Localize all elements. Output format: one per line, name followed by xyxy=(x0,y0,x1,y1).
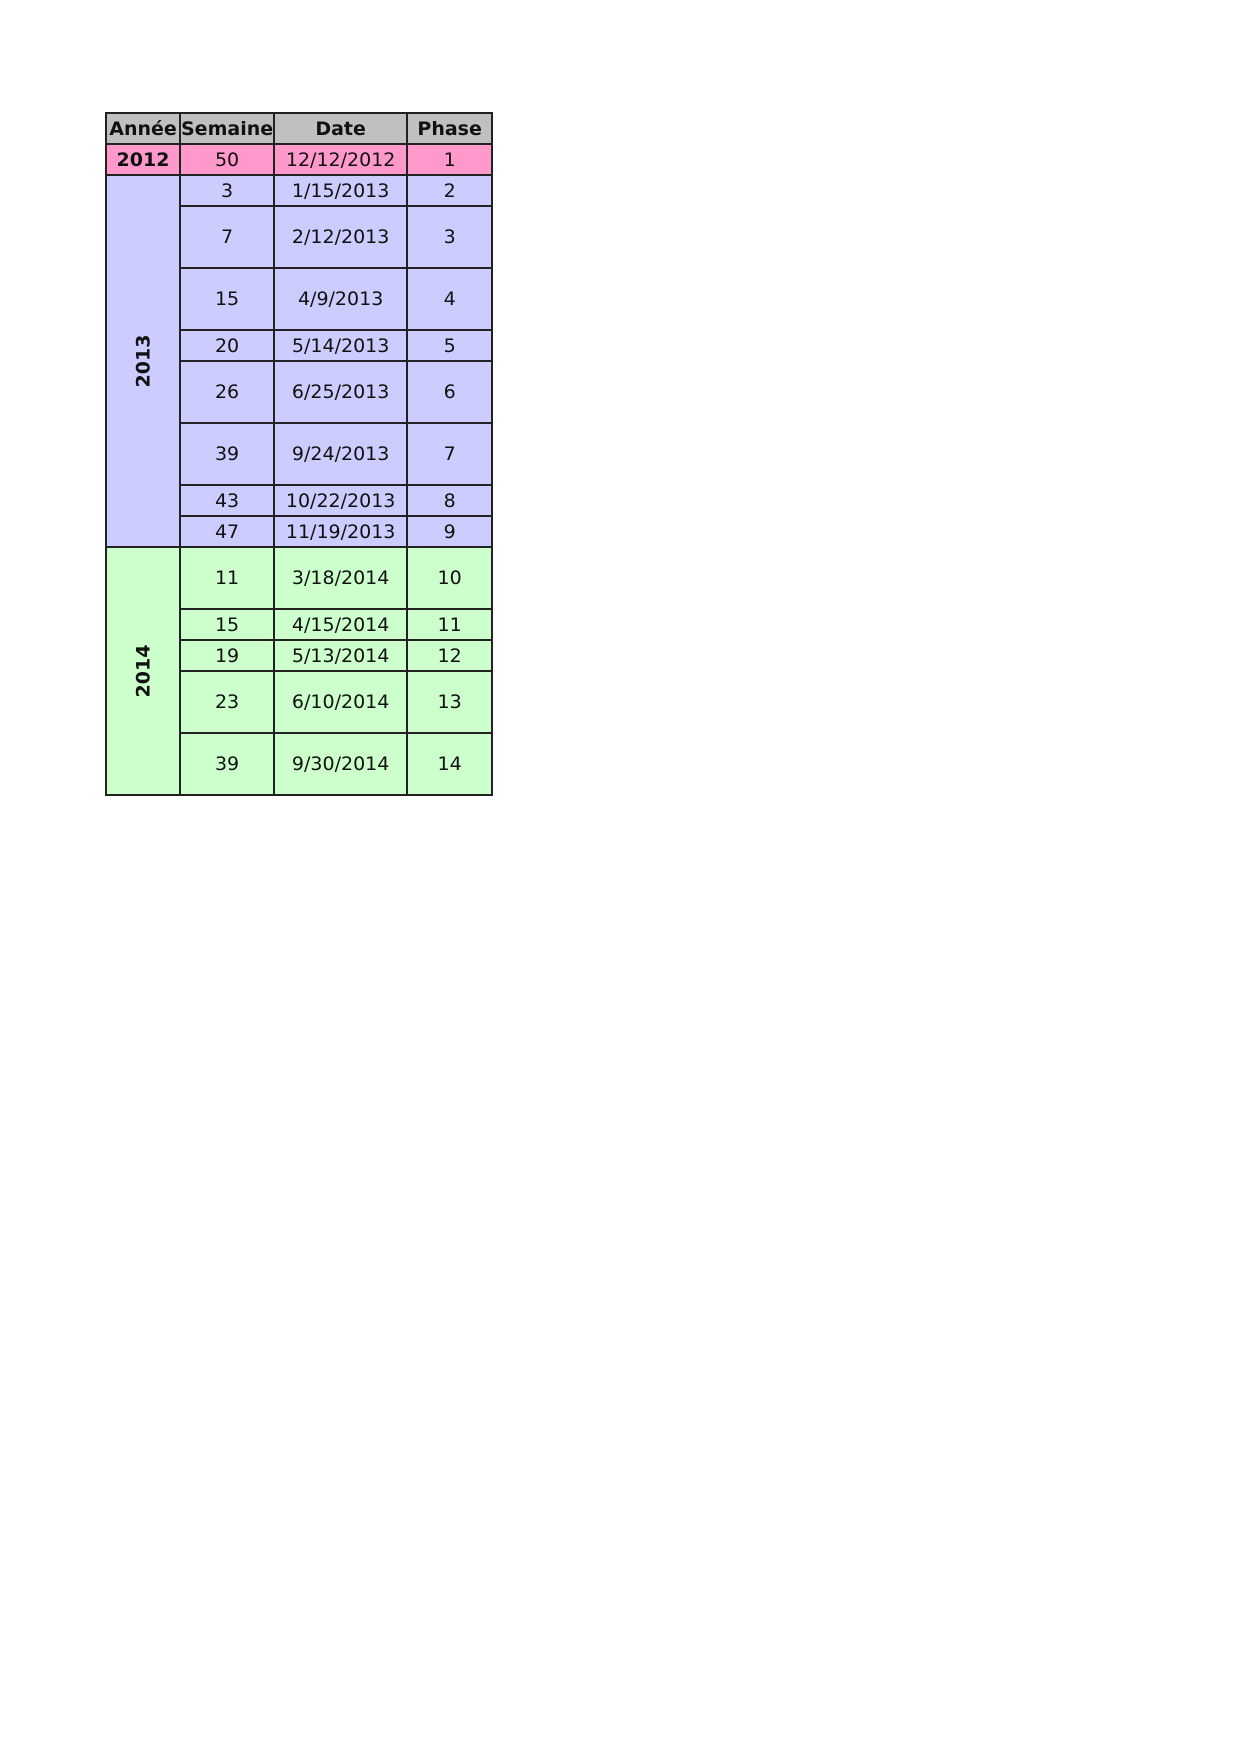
date-cell: 2/12/2013 xyxy=(273,205,409,269)
phases-table: Année Semaine Date Phase 2012 50 12/12/201… xyxy=(105,112,494,796)
phase-cell: 10 xyxy=(406,546,494,610)
semaine-cell: 19 xyxy=(178,639,276,672)
phase-cell: 8 xyxy=(406,484,494,517)
year-cell: 2013 xyxy=(105,174,181,548)
date-cell: 12/12/2012 xyxy=(273,143,409,176)
table-row: 2012 50 12/12/2012 1 xyxy=(105,143,494,176)
phase-cell: 4 xyxy=(406,267,494,331)
semaine-cell: 11 xyxy=(178,546,276,610)
date-cell: 4/15/2014 xyxy=(273,608,409,641)
date-cell: 3/18/2014 xyxy=(273,546,409,610)
semaine-cell: 39 xyxy=(178,732,276,796)
date-cell: 10/22/2013 xyxy=(273,484,409,517)
year-label: 2013 xyxy=(131,334,154,388)
semaine-cell: 26 xyxy=(178,360,276,424)
semaine-cell: 50 xyxy=(178,143,276,176)
date-cell: 9/24/2013 xyxy=(273,422,409,486)
header-phase: Phase xyxy=(406,112,494,145)
date-cell: 9/30/2014 xyxy=(273,732,409,796)
table-row: 43 10/22/2013 8 xyxy=(106,484,494,517)
table-row: 2013 3 1/15/2013 2 xyxy=(105,174,494,548)
phase-cell: 7 xyxy=(406,422,494,486)
phase-cell: 11 xyxy=(406,608,494,641)
table-row: 7 2/12/2013 3 xyxy=(106,205,494,269)
date-cell: 5/14/2013 xyxy=(273,329,409,362)
header-row: Année Semaine Date Phase xyxy=(105,112,494,145)
year-cell: 2012 xyxy=(105,143,181,176)
table-row: 39 9/30/2014 14 xyxy=(106,732,494,796)
semaine-cell: 3 xyxy=(178,174,276,207)
year-label: 2012 xyxy=(116,148,170,171)
semaine-cell: 43 xyxy=(178,484,276,517)
semaine-cell: 47 xyxy=(178,515,276,548)
date-cell: 6/10/2014 xyxy=(273,670,409,734)
header-semaine: Semaine xyxy=(178,112,276,145)
semaine-cell: 23 xyxy=(178,670,276,734)
phase-cell: 6 xyxy=(406,360,494,424)
header-date: Date xyxy=(273,112,409,145)
header-annee: Année xyxy=(105,112,181,145)
phase-cell: 3 xyxy=(406,205,494,269)
date-cell: 1/15/2013 xyxy=(273,174,409,207)
semaine-cell: 39 xyxy=(178,422,276,486)
date-cell: 6/25/2013 xyxy=(273,360,409,424)
date-cell: 5/13/2014 xyxy=(273,639,409,672)
phase-cell: 1 xyxy=(406,143,494,176)
semaine-cell: 15 xyxy=(178,608,276,641)
year-label: 2014 xyxy=(131,644,154,698)
semaine-cell: 20 xyxy=(178,329,276,362)
semaine-cell: 7 xyxy=(178,205,276,269)
year-cell: 2014 xyxy=(105,546,181,796)
table-row: 2014 11 3/18/2014 10 xyxy=(105,546,494,796)
phase-cell: 2 xyxy=(406,174,494,207)
phase-cell: 5 xyxy=(406,329,494,362)
date-cell: 4/9/2013 xyxy=(273,267,409,331)
phase-cell: 13 xyxy=(406,670,494,734)
semaine-cell: 15 xyxy=(178,267,276,331)
phase-cell: 12 xyxy=(406,639,494,672)
phase-cell: 14 xyxy=(406,732,494,796)
date-cell: 11/19/2013 xyxy=(273,515,409,548)
phase-cell: 9 xyxy=(406,515,494,548)
